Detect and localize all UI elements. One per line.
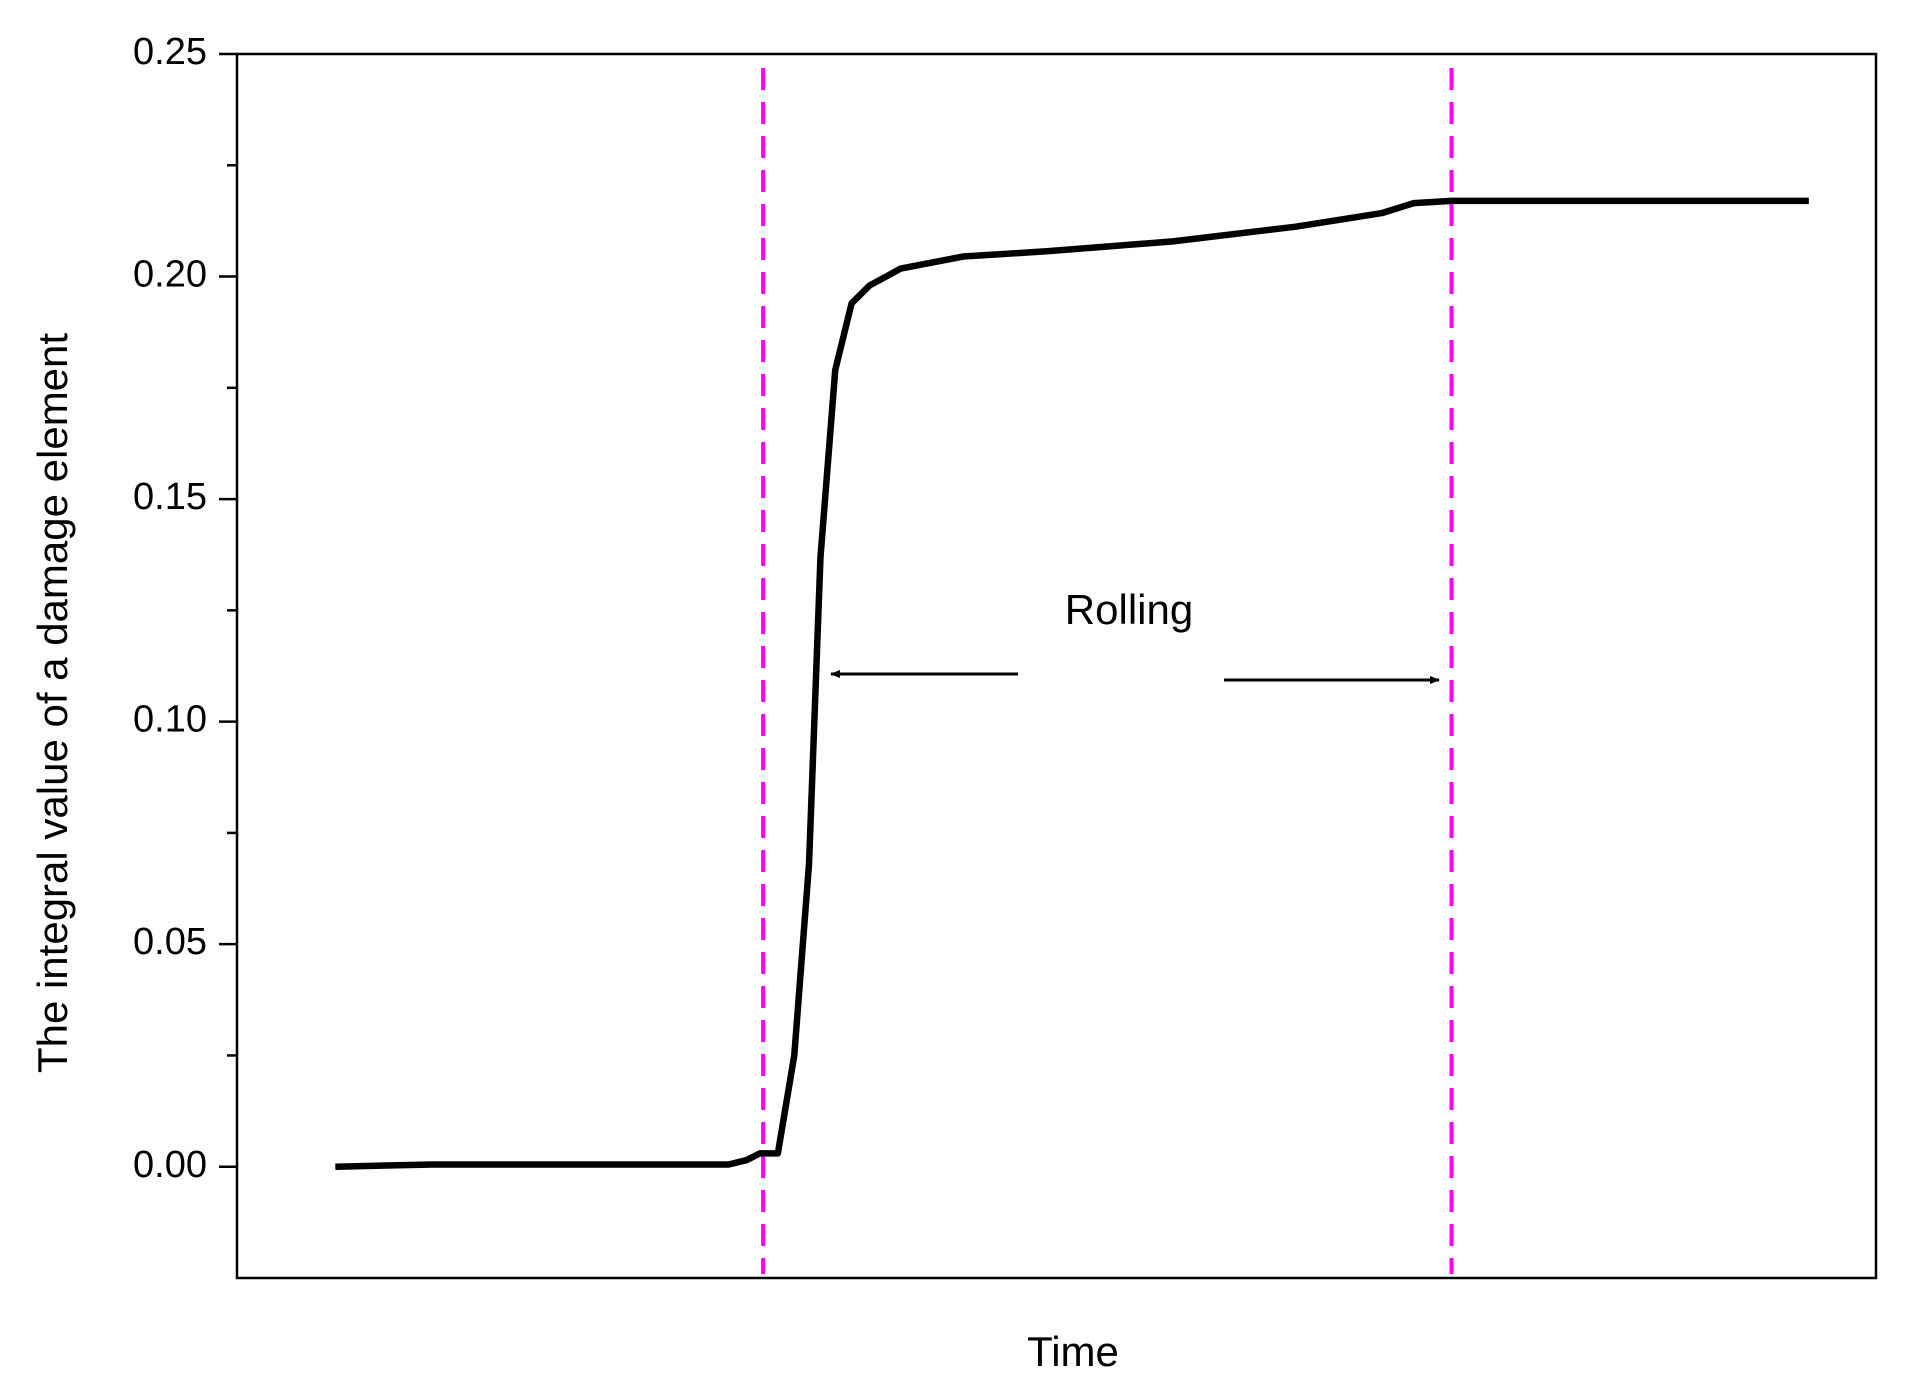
y-tick-label: 0.20 (133, 254, 207, 296)
y-tick-label: 0.05 (133, 921, 207, 963)
annotation: Rolling (1065, 586, 1193, 633)
y-tick-label: 0.25 (133, 31, 207, 73)
y-tick-label: 0.15 (133, 476, 207, 518)
y-tick-label: 0.00 (133, 1144, 207, 1186)
plot-frame (235, 52, 1878, 1280)
data-line (335, 197, 1809, 1170)
y-axis-label: The integral value of a damage element (29, 333, 76, 1073)
x-axis-label: Time (1027, 1328, 1119, 1375)
y-tick-label: 0.10 (133, 699, 207, 741)
